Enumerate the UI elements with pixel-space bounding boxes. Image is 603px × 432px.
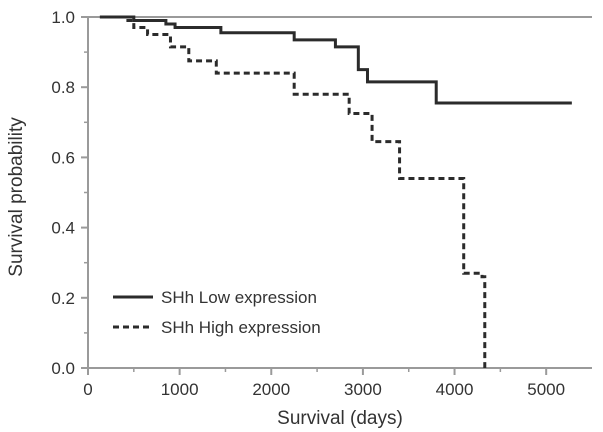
y-tick-label: 0.8 bbox=[51, 78, 75, 97]
x-tick-label: 0 bbox=[83, 380, 92, 399]
legend-label-high: SHh High expression bbox=[161, 318, 321, 337]
x-ticks: 0 1000 2000 3000 4000 5000 bbox=[83, 368, 565, 399]
x-tick-label: 5000 bbox=[527, 380, 565, 399]
x-tick-label: 4000 bbox=[436, 380, 474, 399]
series-line-low-expression bbox=[99, 15, 572, 105]
plot-frame bbox=[87, 16, 592, 369]
y-tick-label: 0.6 bbox=[51, 148, 75, 167]
legend-label-low: SHh Low expression bbox=[161, 288, 317, 307]
x-tick-label: 1000 bbox=[161, 380, 199, 399]
y-tick-label: 0.4 bbox=[51, 219, 75, 238]
x-tick-label: 3000 bbox=[344, 380, 382, 399]
y-tick-label: 0.0 bbox=[51, 359, 75, 378]
x-axis-title: Survival (days) bbox=[277, 408, 403, 429]
y-tick-label: 0.2 bbox=[51, 289, 75, 308]
y-axis-title: Survival probability bbox=[6, 117, 27, 277]
y-ticks: 0.0 0.2 0.4 0.6 0.8 1.0 bbox=[51, 8, 88, 378]
series-line-high-expression bbox=[99, 15, 487, 368]
y-tick-label: 1.0 bbox=[51, 8, 75, 27]
x-tick-label: 2000 bbox=[252, 380, 290, 399]
series-layer bbox=[99, 15, 572, 368]
legend: SHh Low expression SHh High expression bbox=[113, 288, 321, 337]
